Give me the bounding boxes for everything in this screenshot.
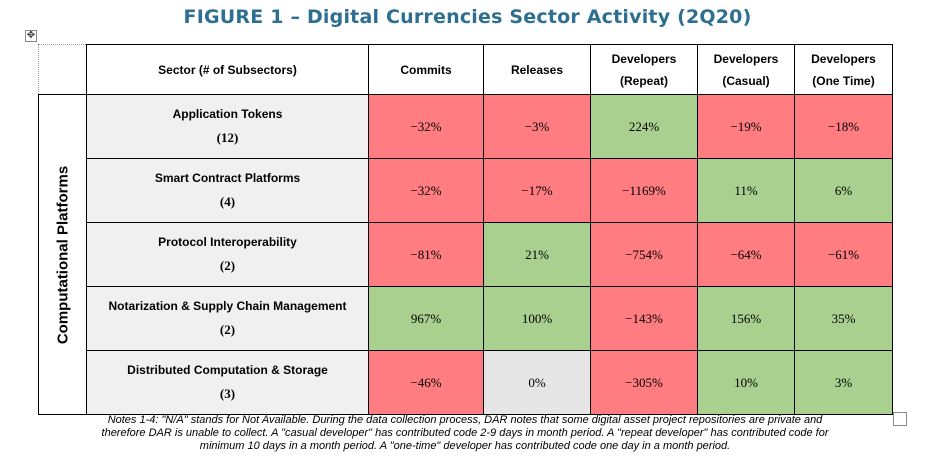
table-row: Protocol Interoperability (2) −81% 21% −… [39,223,893,287]
header-dev-repeat: Developers (Repeat) [591,45,698,95]
dev-repeat-value: −1169% [591,159,698,223]
sector-name: Distributed Computation & Storage [87,363,368,377]
dev-repeat-value: 224% [591,95,698,159]
commits-value: −46% [369,351,484,415]
sector-cell: Protocol Interoperability (2) [87,223,369,287]
sector-count: (2) [87,258,368,274]
header-dev-one-time: Developers (One Time) [795,45,893,95]
dev-repeat-value: −754% [591,223,698,287]
sector-count: (4) [87,194,368,210]
dev-one-time-value: 3% [795,351,893,415]
header-commits: Commits [369,45,484,95]
sector-name: Notarization & Supply Chain Management [87,299,368,313]
dev-casual-value: 10% [698,351,795,415]
commits-value: −32% [369,159,484,223]
releases-value: 100% [484,287,591,351]
releases-value: 0% [484,351,591,415]
dev-casual-value: −64% [698,223,795,287]
dev-one-time-value: 6% [795,159,893,223]
releases-value: 21% [484,223,591,287]
dev-repeat-value: −305% [591,351,698,415]
footnote-line: minimum 10 days in a month period. A "on… [40,440,890,453]
sector-name: Application Tokens [87,107,368,121]
sector-name: Smart Contract Platforms [87,171,368,185]
sector-cell: Application Tokens (12) [87,95,369,159]
header-dev-one-time-line2: (One Time) [795,70,892,92]
header-dev-casual-line2: (Casual) [698,70,794,92]
move-arrows-icon[interactable]: ✥ [25,30,37,42]
releases-value: −3% [484,95,591,159]
figure-title: FIGURE 1 – Digital Currencies Sector Act… [0,6,935,28]
footnotes: Notes 1-4: "N/A" stands for Not Availabl… [40,414,890,453]
releases-value: −17% [484,159,591,223]
table-row: Distributed Computation & Storage (3) −4… [39,351,893,415]
header-dev-casual-line1: Developers [698,48,794,70]
header-dev-repeat-line2: (Repeat) [591,70,697,92]
corner-cell [39,45,87,95]
sector-cell: Distributed Computation & Storage (3) [87,351,369,415]
header-row: Sector (# of Subsectors) Commits Release… [39,45,893,95]
sector-name: Protocol Interoperability [87,235,368,249]
header-releases: Releases [484,45,591,95]
side-label-cell: Computational Platforms [39,95,87,415]
table-row: Smart Contract Platforms (4) −32% −17% −… [39,159,893,223]
header-dev-casual: Developers (Casual) [698,45,795,95]
dev-one-time-value: 35% [795,287,893,351]
table-row: Notarization & Supply Chain Management (… [39,287,893,351]
dev-casual-value: 11% [698,159,795,223]
resize-handle-icon[interactable] [893,412,907,426]
dev-casual-value: 156% [698,287,795,351]
commits-value: −32% [369,95,484,159]
sector-count: (12) [87,130,368,146]
sector-activity-table: Sector (# of Subsectors) Commits Release… [38,44,893,415]
sector-cell: Notarization & Supply Chain Management (… [87,287,369,351]
dev-one-time-value: −61% [795,223,893,287]
commits-value: 967% [369,287,484,351]
sector-cell: Smart Contract Platforms (4) [87,159,369,223]
sector-count: (3) [87,386,368,402]
dev-casual-value: −19% [698,95,795,159]
dev-repeat-value: −143% [591,287,698,351]
dev-one-time-value: −18% [795,95,893,159]
sector-count: (2) [87,322,368,338]
footnote-line: Notes 1-4: "N/A" stands for Not Availabl… [40,414,890,427]
header-dev-repeat-line1: Developers [591,48,697,70]
header-dev-one-time-line1: Developers [795,48,892,70]
header-sector: Sector (# of Subsectors) [87,45,369,95]
footnote-line: therefore DAR is unable to collect. A "c… [40,427,890,440]
side-label: Computational Platforms [54,165,71,343]
table-row: Computational Platforms Application Toke… [39,95,893,159]
commits-value: −81% [369,223,484,287]
